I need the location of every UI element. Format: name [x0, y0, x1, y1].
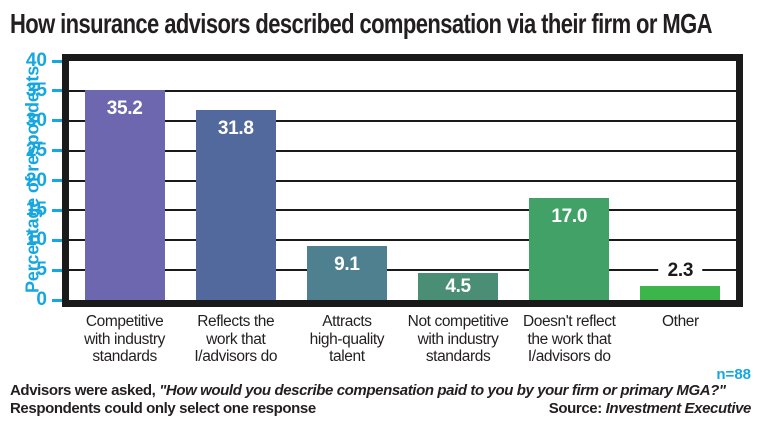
y-tick-mark	[52, 89, 62, 93]
gridline	[69, 149, 736, 152]
source-label: Source:	[548, 400, 602, 417]
bar-1: 35.2	[84, 89, 165, 300]
plot-inner: 35.2 31.8 9.1 4.5 17.0 2.3	[69, 61, 736, 300]
y-tick-label: 25	[25, 139, 47, 161]
bar-3: 9.1	[306, 245, 387, 300]
y-tick-mark	[52, 268, 62, 272]
y-tick-mark	[52, 59, 62, 63]
bar-value-label: 2.3	[658, 261, 703, 282]
y-tick-label: 40	[25, 50, 47, 71]
x-category-label: Reflects the work that I/advisors do	[194, 313, 278, 366]
y-tick-label: 10	[25, 229, 47, 251]
gridline	[69, 89, 736, 92]
y-tick-mark	[52, 208, 62, 212]
gridline	[69, 269, 736, 272]
x-category-label: Other	[662, 313, 699, 330]
y-tick-label: 15	[25, 199, 47, 221]
source-name: Investment Executive	[601, 400, 752, 417]
gridline	[69, 239, 736, 242]
bar-value-label: 4.5	[445, 275, 471, 297]
footnote-prefix: Advisors were asked,	[10, 382, 160, 399]
chart-title: How insurance advisors described compens…	[10, 8, 712, 40]
y-axis: 0 5 10 15 20 25 30 35 40	[0, 51, 62, 310]
plot-area: 35.2 31.8 9.1 4.5 17.0 2.3	[62, 54, 743, 307]
y-tick-mark	[52, 179, 62, 182]
bar-4: 4.5	[418, 273, 499, 300]
y-tick-mark	[52, 119, 62, 123]
y-tick-label: 5	[36, 259, 47, 281]
bar-2: 31.8	[195, 110, 276, 300]
footnote-line-2: Respondents could only select one respon…	[10, 400, 316, 417]
gridline	[69, 119, 736, 122]
bar-value-label: 17.0	[551, 206, 588, 228]
sample-size-label: n=88	[716, 366, 751, 383]
y-tick-mark	[52, 149, 62, 153]
y-tick-label: 20	[25, 169, 47, 191]
footnote-line-1: Advisors were asked, "How would you desc…	[10, 382, 726, 399]
x-category-label: Competitive with industry standards	[84, 313, 166, 366]
bar-value-label: 31.8	[217, 118, 254, 139]
x-category-label: Attracts high-quality talent	[309, 313, 385, 366]
y-tick-mark	[52, 298, 62, 302]
y-tick-label: 30	[25, 109, 47, 131]
gridline	[69, 179, 736, 182]
x-category-label: Not competitive with industry standards	[407, 313, 509, 366]
x-axis-labels: Competitive with industry standards Reflect…	[69, 313, 736, 375]
y-tick-label: 35	[25, 79, 47, 101]
x-category-label: Doesn't reflect the work that I/advisors d…	[522, 313, 616, 366]
source-credit: Source: Investment Executive	[548, 400, 752, 417]
footnote-survey-question: "How would you describe compensation pai…	[159, 382, 726, 399]
bar-value-label: 9.1	[334, 253, 360, 275]
bar-5: 17.0	[529, 198, 610, 300]
y-tick-label: 0	[36, 289, 47, 310]
y-tick-mark	[52, 238, 62, 242]
bar-value-label: 35.2	[106, 97, 143, 119]
gridline	[69, 209, 736, 212]
bar-6	[640, 286, 721, 300]
